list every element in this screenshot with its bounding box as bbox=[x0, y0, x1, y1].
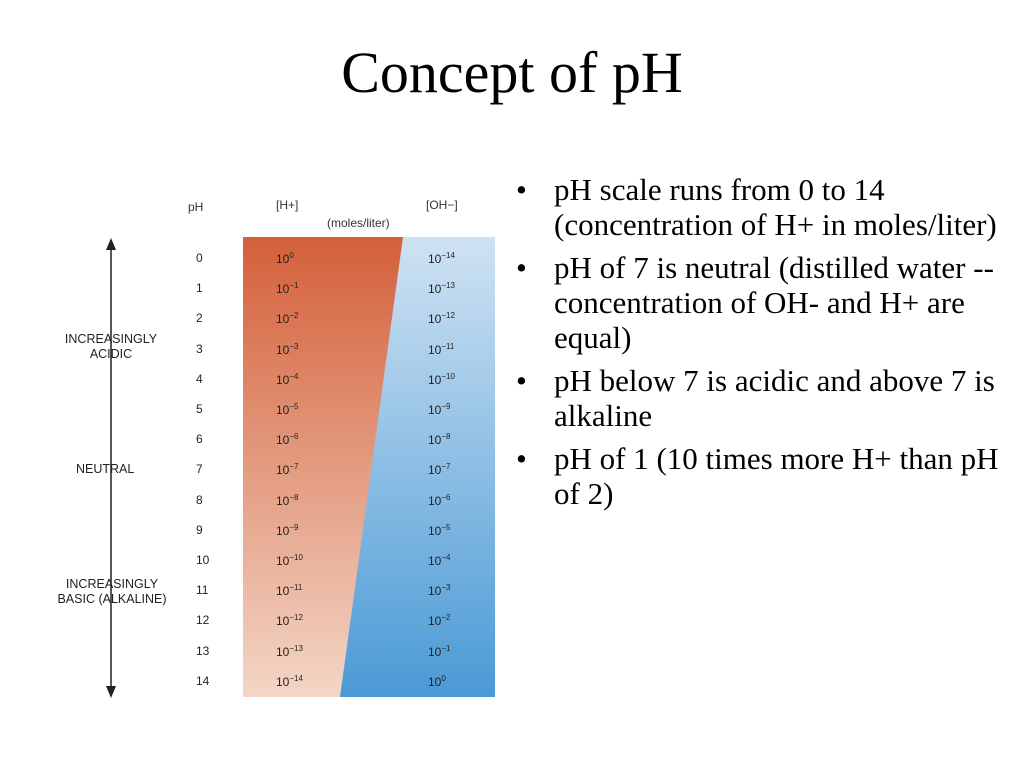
bullet-text: pH of 7 is neutral (distilled water -- c… bbox=[554, 250, 994, 355]
hydroxide-concentration: 10−13 bbox=[428, 281, 455, 297]
ph-value: 10 bbox=[196, 553, 210, 567]
hydroxide-concentration: 10−9 bbox=[428, 402, 451, 417]
ph-column-header: pH bbox=[188, 200, 204, 214]
bullet-list: • pH scale runs from 0 to 14 (concentrati… bbox=[510, 172, 1010, 519]
acidic-label-line-2: ACIDIC bbox=[89, 347, 133, 361]
hydrogen-column-header: [H+] bbox=[276, 198, 299, 212]
hydroxide-concentration: 10−6 bbox=[428, 492, 451, 508]
units-label: (moles/liter) bbox=[327, 216, 390, 230]
ph-scale-diagram: pH [H+] [OH−] (moles/liter) INCREASINGLY… bbox=[0, 180, 500, 720]
neutral-label: NEUTRAL bbox=[76, 462, 135, 476]
bullet-dot-icon: • bbox=[516, 363, 527, 398]
basic-label: INCREASINGLY BASIC (ALKALINE) bbox=[44, 577, 180, 607]
ph-scale-graphic bbox=[106, 220, 495, 698]
hydrogen-region bbox=[243, 237, 403, 697]
bullet-dot-icon: • bbox=[516, 250, 527, 285]
ph-value: 5 bbox=[196, 402, 203, 416]
hydroxide-concentration: 10−12 bbox=[428, 311, 455, 327]
ph-value: 13 bbox=[196, 643, 210, 658]
bullet-text: pH scale runs from 0 to 14 (concentratio… bbox=[554, 172, 997, 242]
hydroxide-concentration: 100 bbox=[428, 673, 446, 689]
hydroxide-concentration: 10−4 bbox=[428, 553, 451, 568]
arrow-head-up bbox=[106, 238, 116, 250]
hydrogen-concentration: 10−5 bbox=[276, 402, 299, 417]
hydrogen-concentration: 10−8 bbox=[276, 492, 299, 508]
ph-value: 0 bbox=[196, 251, 203, 265]
hydroxide-concentration: 10−1 bbox=[428, 643, 451, 659]
hydrogen-concentration: 10−3 bbox=[276, 341, 299, 357]
ph-value: 1 bbox=[196, 281, 203, 296]
hydroxide-column-header: [OH−] bbox=[426, 198, 458, 212]
hydrogen-concentration: 10−13 bbox=[276, 643, 303, 659]
ph-value: 11 bbox=[196, 583, 209, 598]
hydroxide-concentration: 10−11 bbox=[428, 341, 455, 357]
bullet-item: • pH scale runs from 0 to 14 (concentrati… bbox=[510, 172, 1010, 242]
bullet-dot-icon: • bbox=[516, 441, 527, 476]
ph-value: 4 bbox=[196, 371, 203, 386]
ph-value: 2 bbox=[196, 311, 203, 326]
arrow-head-down bbox=[106, 686, 116, 698]
acidic-label-line-1: INCREASINGLY bbox=[64, 332, 158, 346]
hydrogen-concentration: 10−9 bbox=[276, 522, 299, 538]
hydroxide-concentration: 10−14 bbox=[428, 251, 455, 266]
ph-value: 6 bbox=[196, 432, 203, 447]
bullet-text: pH of 1 (10 times more H+ than pH of 2) bbox=[554, 441, 999, 511]
basic-label-line-2: BASIC (ALKALINE) bbox=[57, 592, 167, 606]
ph-value: 8 bbox=[196, 492, 203, 507]
hydroxide-concentration: 10−3 bbox=[428, 583, 451, 599]
hydrogen-concentration: 10−10 bbox=[276, 553, 303, 568]
hydrogen-concentration: 10−4 bbox=[276, 371, 299, 387]
hydrogen-concentration: 10−1 bbox=[276, 281, 299, 297]
bullet-item: • pH of 7 is neutral (distilled water -- … bbox=[510, 250, 1010, 355]
hydrogen-concentration: 10−6 bbox=[276, 432, 299, 448]
acidic-label: INCREASINGLY ACIDIC bbox=[54, 332, 168, 362]
hydrogen-concentration: 10−11 bbox=[276, 583, 303, 599]
bullet-dot-icon: • bbox=[516, 172, 527, 207]
ph-value: 3 bbox=[196, 341, 203, 356]
slide-title: Concept of pH bbox=[341, 40, 683, 105]
bullet-text: pH below 7 is acidic and above 7 is alka… bbox=[554, 363, 995, 433]
hydrogen-concentration: 10−12 bbox=[276, 613, 303, 629]
hydrogen-concentration: 10−2 bbox=[276, 311, 299, 327]
hydroxide-concentration: 10−10 bbox=[428, 371, 455, 387]
hydroxide-concentration: 10−7 bbox=[428, 462, 451, 478]
bullet-item: • pH of 1 (10 times more H+ than pH of 2) bbox=[510, 441, 1010, 511]
basic-label-line-1: INCREASINGLY bbox=[65, 577, 159, 591]
hydrogen-concentration: 10−7 bbox=[276, 462, 299, 478]
ph-value: 14 bbox=[196, 673, 210, 688]
ph-value: 7 bbox=[196, 462, 203, 477]
header-notch bbox=[403, 220, 495, 237]
ph-value: 12 bbox=[196, 613, 210, 628]
hydroxide-concentration: 10−5 bbox=[428, 522, 451, 538]
ph-value: 9 bbox=[196, 522, 203, 537]
bullet-item: • pH below 7 is acidic and above 7 is alk… bbox=[510, 363, 1010, 433]
hydrogen-concentration: 100 bbox=[276, 251, 294, 266]
hydroxide-concentration: 10−8 bbox=[428, 432, 451, 448]
hydrogen-concentration: 10−14 bbox=[276, 673, 303, 689]
hydroxide-concentration: 10−2 bbox=[428, 613, 451, 629]
